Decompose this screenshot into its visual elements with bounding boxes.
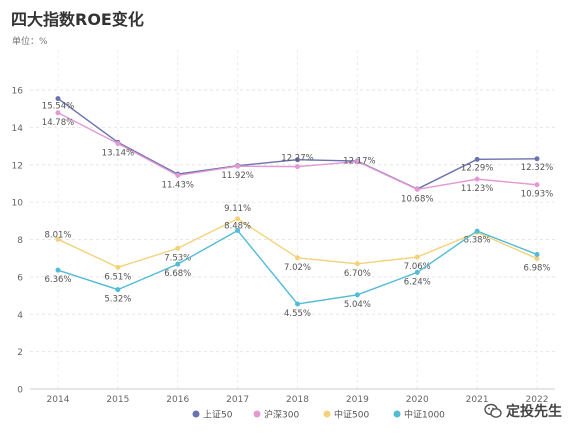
data-point [534,256,540,262]
x-tick-label: 2015 [106,395,129,405]
data-point [295,157,300,163]
data-point [414,186,420,192]
y-tick-label: 4 [17,311,23,321]
data-label: 6.36% [44,275,71,285]
data-point [534,156,540,162]
data-label: 6.24% [404,277,431,287]
data-label: 4.55% [284,309,311,319]
legend-marker [253,410,261,418]
data-label: 12.27% [281,154,313,164]
data-point [55,267,61,273]
data-point [115,287,121,293]
x-tick-label: 2016 [166,395,189,405]
data-label: 6.98% [523,264,550,274]
data-label: 8.01% [44,230,71,240]
x-tick-label: 2019 [346,395,369,405]
data-point [235,216,241,222]
data-label: 10.68% [401,194,433,204]
data-point [295,301,300,307]
legend-label: 中证1000 [404,409,445,421]
data-point [354,159,360,165]
wechat-icon [484,403,502,418]
watermark: 定投先生 [484,401,562,421]
data-label: 6.51% [104,272,131,282]
unit-label: 单位：% [12,37,48,47]
y-tick-label: 16 [12,87,24,97]
data-point [115,264,121,270]
data-label: 15.54% [42,102,74,112]
data-label: 5.32% [104,295,131,305]
data-point [235,228,241,234]
data-point [175,245,181,251]
y-tick-label: 6 [17,273,23,283]
data-label: 9.11% [224,204,251,214]
data-label: 7.02% [284,263,311,273]
y-tick-label: 10 [12,199,24,209]
data-label: 14.78% [42,118,74,128]
data-label: 8.48% [224,222,251,232]
legend-label: 沪深300 [264,409,299,421]
legend-marker [323,410,331,418]
data-point [55,96,61,102]
y-tick-label: 14 [12,124,24,134]
data-point [295,164,300,170]
data-point [354,292,360,298]
data-label: 7.06% [404,262,431,272]
data-label: 11.92% [221,171,253,181]
data-label: 13.14% [102,148,134,158]
x-tick-label: 2022 [526,395,549,405]
data-label: 7.53% [164,253,191,263]
y-tick-label: 12 [12,161,23,171]
data-label: 6.70% [344,269,371,279]
data-label: 12.17% [343,157,375,167]
x-tick-label: 2020 [406,395,429,405]
data-point [474,228,480,234]
legend-label: 中证500 [334,409,369,421]
data-point [175,261,181,267]
x-tick-label: 2017 [226,395,249,405]
y-tick-label: 0 [17,386,23,396]
data-point [175,172,181,178]
data-label: 12.29% [461,163,493,173]
x-tick-label: 2021 [466,395,489,405]
data-point [55,236,61,242]
x-tick-label: 2018 [286,395,309,405]
data-point [115,140,121,146]
data-point [295,255,300,261]
data-point [354,261,360,267]
data-label: 10.93% [521,190,553,200]
data-label: 5.04% [344,300,371,310]
legend-marker [393,410,401,418]
legend-marker [192,410,200,418]
data-point [235,163,241,169]
x-tick-label: 2014 [47,395,70,405]
data-point [414,254,420,260]
data-point [534,251,540,257]
chart-title: 四大指数ROE变化 [11,10,144,29]
data-point [474,156,480,162]
data-label: 12.32% [521,163,553,173]
watermark-text: 定投先生 [506,404,562,420]
data-label: 8.38% [464,235,491,245]
data-label: 11.43% [162,180,194,190]
data-label: 6.68% [164,269,191,279]
data-point [414,269,420,275]
data-point [534,182,540,188]
y-tick-label: 2 [17,348,23,358]
data-label: 11.23% [461,184,493,194]
data-point [474,176,480,182]
legend-label: 上证50 [203,410,233,421]
data-point [55,110,61,116]
y-tick-label: 8 [17,236,23,246]
